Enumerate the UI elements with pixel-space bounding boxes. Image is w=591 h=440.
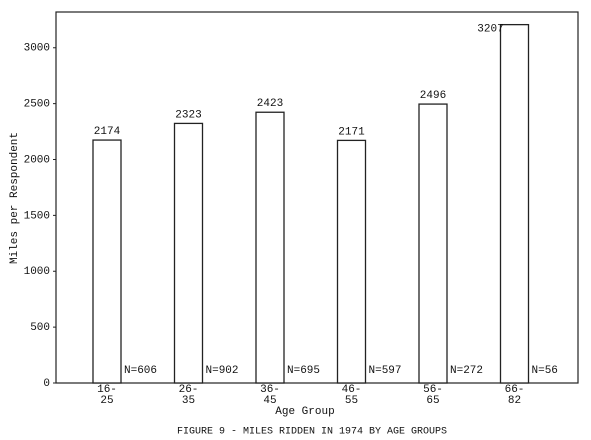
y-tick-label: 500 [30,322,50,334]
x-tick-label: 82 [508,395,521,407]
plot-frame [55,11,579,384]
bar [255,111,285,384]
x-axis-label: Age Group [275,406,334,418]
x-tick-label: 45 [263,395,276,407]
value-label: 2174 [94,126,121,138]
x-tick-label: 25 [100,395,113,407]
value-label: 2423 [257,98,283,110]
x-tick-label: 65 [426,395,439,407]
value-label: 2323 [175,109,201,121]
annotation: N=272 [450,365,483,377]
bar [418,103,448,384]
x-tick-label: 46- [342,384,362,396]
y-tick-label: 2000 [24,154,50,166]
bar [92,139,122,384]
value-label: 2171 [338,126,365,138]
x-tick-label: 36- [260,384,280,396]
bar [499,23,530,384]
x-tick-label: 56- [423,384,443,396]
x-tick-label: 26- [179,384,199,396]
value-label: 3207 [477,24,503,36]
y-tick-label: 1500 [24,210,50,222]
y-tick-label: 3000 [24,43,50,55]
annotation: N=902 [206,365,239,377]
annotation: N=695 [287,365,320,377]
chart-title: FIGURE 9 - MILES RIDDEN IN 1974 BY AGE G… [177,427,447,438]
annotation: N=597 [369,365,402,377]
y-axis-label: Miles per Respondent [9,132,21,264]
y-tick-label: 0 [43,378,50,390]
x-tick-label: 16- [97,384,117,396]
bar [173,122,204,384]
x-tick-label: 35 [182,395,195,407]
x-tick-label: 66- [505,384,525,396]
y-tick-label: 1000 [24,266,50,278]
value-label: 2496 [420,90,446,102]
annotation: N=56 [532,365,558,377]
x-tick-label: 55 [345,395,358,407]
y-tick-label: 2500 [24,99,50,111]
annotation: N=606 [124,365,157,377]
bar [336,139,367,384]
